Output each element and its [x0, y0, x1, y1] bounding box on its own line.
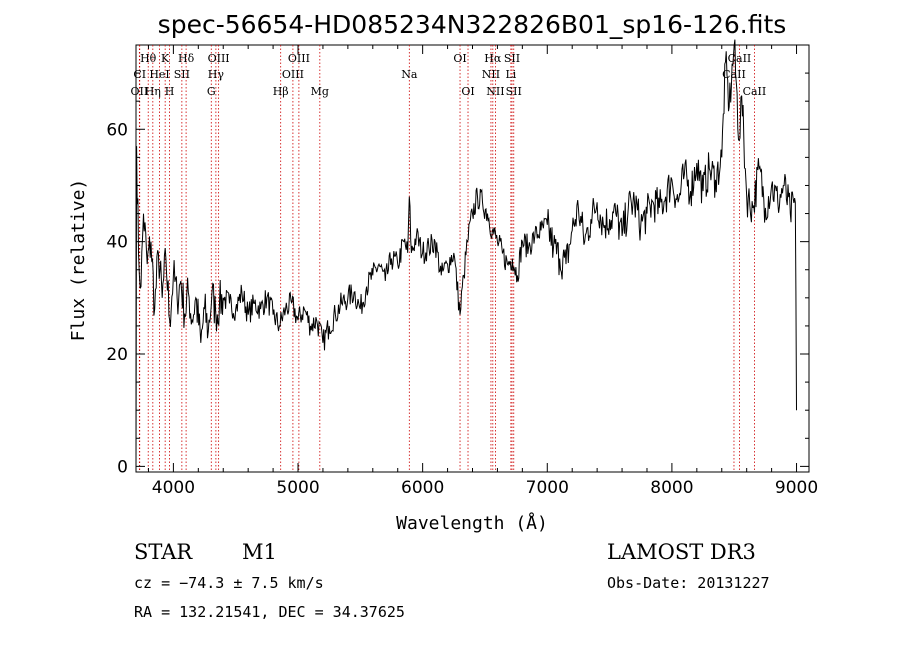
line-label-11: SII [174, 68, 190, 81]
line-label-1: K [161, 52, 170, 65]
x-axis-label: Wavelength (Å) [396, 512, 548, 534]
object-subclass: M1 [242, 540, 277, 564]
line-label-18: OII [131, 85, 149, 98]
y-tick-label: 20 [106, 345, 128, 365]
y-tick-label: 60 [106, 120, 128, 140]
plot-frame [135, 44, 810, 473]
survey-name: LAMOST DR3 [607, 540, 756, 564]
line-label-9: CI [133, 68, 146, 81]
line-label-21: G [207, 85, 216, 98]
line-label-24: OI [461, 85, 474, 98]
y-axis-ticks: 0 20 40 60 [106, 72, 809, 477]
x-tick-label: 4000 [152, 478, 195, 498]
line-label-19: Hη [145, 85, 161, 98]
line-label-2: Hδ [178, 52, 195, 65]
spectrum-series [135, 39, 797, 467]
line-label-27: CaII [743, 85, 767, 98]
line-label-16: Li [505, 68, 516, 81]
line-label-14: Na [401, 68, 418, 81]
observation-date: Obs-Date: 20131227 [607, 574, 770, 592]
line-label-4: OIII [288, 52, 310, 65]
ra-dec: RA = 132.21541, DEC = 34.37625 [134, 603, 405, 621]
x-tick-label: 9000 [775, 478, 818, 498]
y-tick-label: 0 [117, 457, 128, 477]
chart-title: spec-56654-HD085234N322826B01_sp16-126.f… [158, 10, 787, 39]
line-label-5: OI [453, 52, 466, 65]
line-label-25: NII [486, 85, 504, 98]
spectral-line-markers [138, 45, 755, 472]
line-label-10: HeI [149, 68, 169, 81]
line-label-13: OIII [282, 68, 304, 81]
line-label-15: NII [482, 68, 500, 81]
redshift-cz: cz = −74.3 ± 7.5 km/s [134, 574, 324, 592]
line-label-6: Hα [484, 52, 502, 65]
line-label-22: Hβ [273, 85, 289, 98]
spectrum-line [135, 39, 797, 467]
line-label-20: H [165, 85, 175, 98]
line-label-26: SII [506, 85, 522, 98]
x-tick-label: 7000 [526, 478, 569, 498]
y-tick-label: 40 [106, 233, 128, 253]
line-label-7: SII [504, 52, 520, 65]
line-label-23: Mg [311, 85, 329, 98]
object-class: STAR [134, 540, 193, 564]
x-tick-label: 5000 [276, 478, 319, 498]
y-axis-label: Flux (relative) [68, 179, 89, 342]
x-tick-label: 8000 [650, 478, 693, 498]
x-axis-ticks: 4000 5000 6000 7000 8000 9000 [147, 45, 818, 498]
line-label-17: CaII [722, 68, 746, 81]
line-label-12: Hγ [208, 68, 225, 81]
line-label-3: OIII [208, 52, 230, 65]
line-label-0: Hθ [140, 52, 157, 65]
x-tick-label: 6000 [401, 478, 444, 498]
line-label-8: CaII [728, 52, 752, 65]
